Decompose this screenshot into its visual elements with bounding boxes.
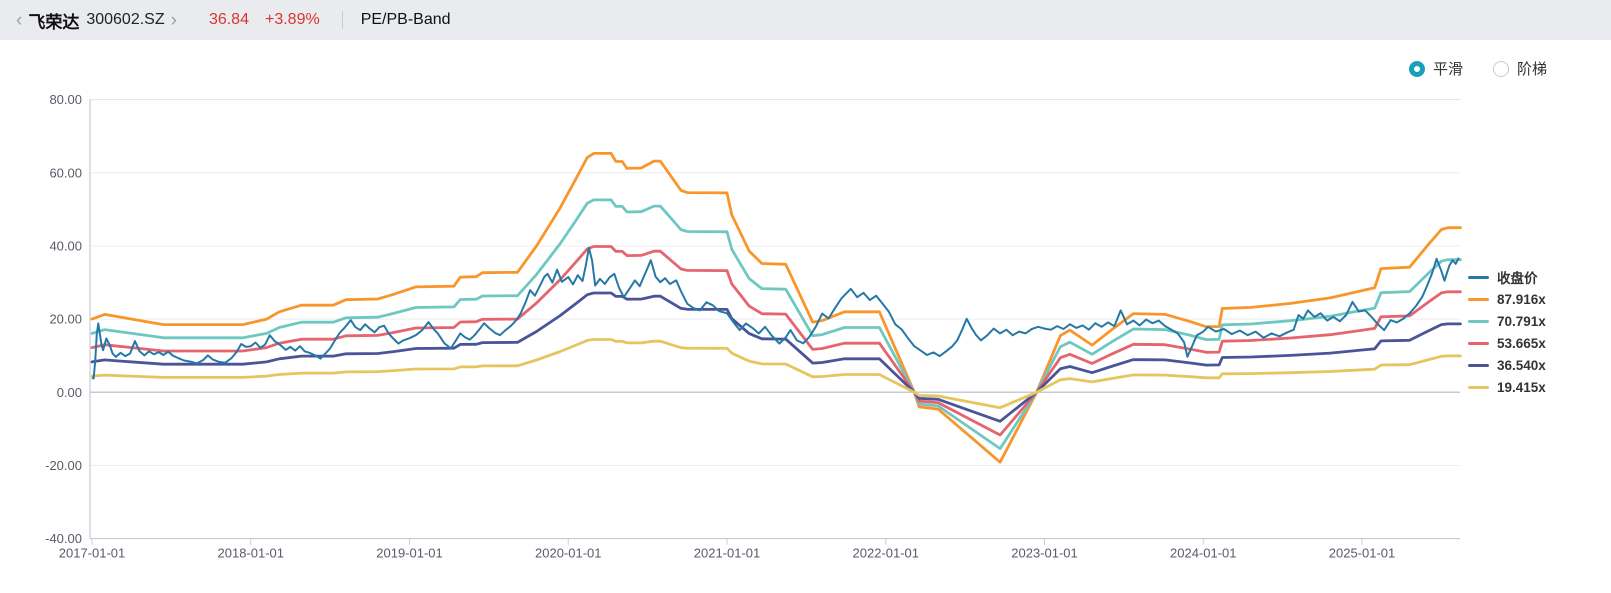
legend-line-icon xyxy=(1468,341,1489,345)
y-axis-label: -20.00 xyxy=(45,458,82,473)
legend-line-icon xyxy=(1468,275,1489,279)
y-axis-label: 40.00 xyxy=(49,238,82,253)
radio-smooth-label: 平滑 xyxy=(1432,61,1463,78)
radio-unselected-icon[interactable] xyxy=(1492,60,1509,77)
back-chevron-icon[interactable]: ‹ xyxy=(16,9,23,31)
legend-line-icon xyxy=(1468,319,1489,323)
legend-line-icon xyxy=(1468,363,1489,367)
x-axis-label: 2021-01-01 xyxy=(694,546,761,561)
legend-item-36.540x[interactable]: 36.540x xyxy=(1468,354,1546,376)
legend-item-87.916x[interactable]: 87.916x xyxy=(1468,288,1546,310)
y-axis-label: 60.00 xyxy=(49,165,82,180)
band-line-53.665x xyxy=(90,245,1462,437)
stock-price: 36.84 xyxy=(208,11,249,28)
price-line xyxy=(91,246,1460,380)
radio-smooth[interactable]: 平滑 xyxy=(1408,58,1463,79)
legend-item-70.791x[interactable]: 70.791x xyxy=(1468,310,1546,332)
x-axis-label: 2024-01-01 xyxy=(1170,546,1237,561)
legend-item-53.665x[interactable]: 53.665x xyxy=(1468,332,1546,354)
radio-selected-icon[interactable] xyxy=(1408,60,1425,77)
x-axis-label: 2017-01-01 xyxy=(59,546,126,561)
header-bar: ‹ 飞荣达 300602.SZ › 36.84 +3.89% PE/PB-Ban… xyxy=(0,0,1611,40)
legend-label: 36.540x xyxy=(1497,357,1546,373)
stock-code: 300602.SZ xyxy=(86,11,165,28)
x-axis-label: 2018-01-01 xyxy=(218,546,285,561)
line-style-radio-group: 平滑 阶梯 xyxy=(1408,58,1547,79)
legend-line-icon xyxy=(1468,297,1489,301)
stock-change: +3.89% xyxy=(264,11,320,28)
band-line-36.540x xyxy=(90,291,1462,423)
x-axis-label: 2019-01-01 xyxy=(376,546,443,561)
radio-step[interactable]: 阶梯 xyxy=(1492,58,1547,79)
legend-label: 70.791x xyxy=(1497,313,1546,329)
x-axis-label: 2023-01-01 xyxy=(1011,546,1078,561)
band-line-70.791x xyxy=(90,198,1462,451)
y-axis-label: -40.00 xyxy=(45,531,82,546)
band-line-19.415x xyxy=(90,338,1462,410)
x-axis-label: 2025-01-01 xyxy=(1329,546,1396,561)
header-divider xyxy=(341,11,343,29)
legend-label: 87.916x xyxy=(1497,291,1546,307)
page-title: PE/PB-Band xyxy=(360,11,451,28)
band-line-87.916x xyxy=(90,151,1462,464)
legend-label: 53.665x xyxy=(1497,335,1546,351)
x-axis-label: 2022-01-01 xyxy=(853,546,920,561)
legend-item-收盘价[interactable]: 收盘价 xyxy=(1468,266,1546,288)
legend-line-icon xyxy=(1468,385,1489,389)
stock-name: 飞荣达 xyxy=(28,12,80,32)
chart-legend: 收盘价 87.916x 70.791x 53.665x 36.540x 19.415x xyxy=(1468,266,1546,398)
legend-item-19.415x[interactable]: 19.415x xyxy=(1468,376,1546,398)
y-axis-label: 80.00 xyxy=(49,92,82,107)
forward-chevron-icon[interactable]: › xyxy=(170,9,177,31)
y-axis-label: 0.00 xyxy=(57,385,82,400)
x-axis-label: 2020-01-01 xyxy=(535,546,602,561)
y-axis-label: 20.00 xyxy=(49,312,82,327)
legend-label: 19.415x xyxy=(1497,379,1546,395)
radio-step-label: 阶梯 xyxy=(1516,61,1547,78)
legend-label: 收盘价 xyxy=(1497,271,1538,286)
